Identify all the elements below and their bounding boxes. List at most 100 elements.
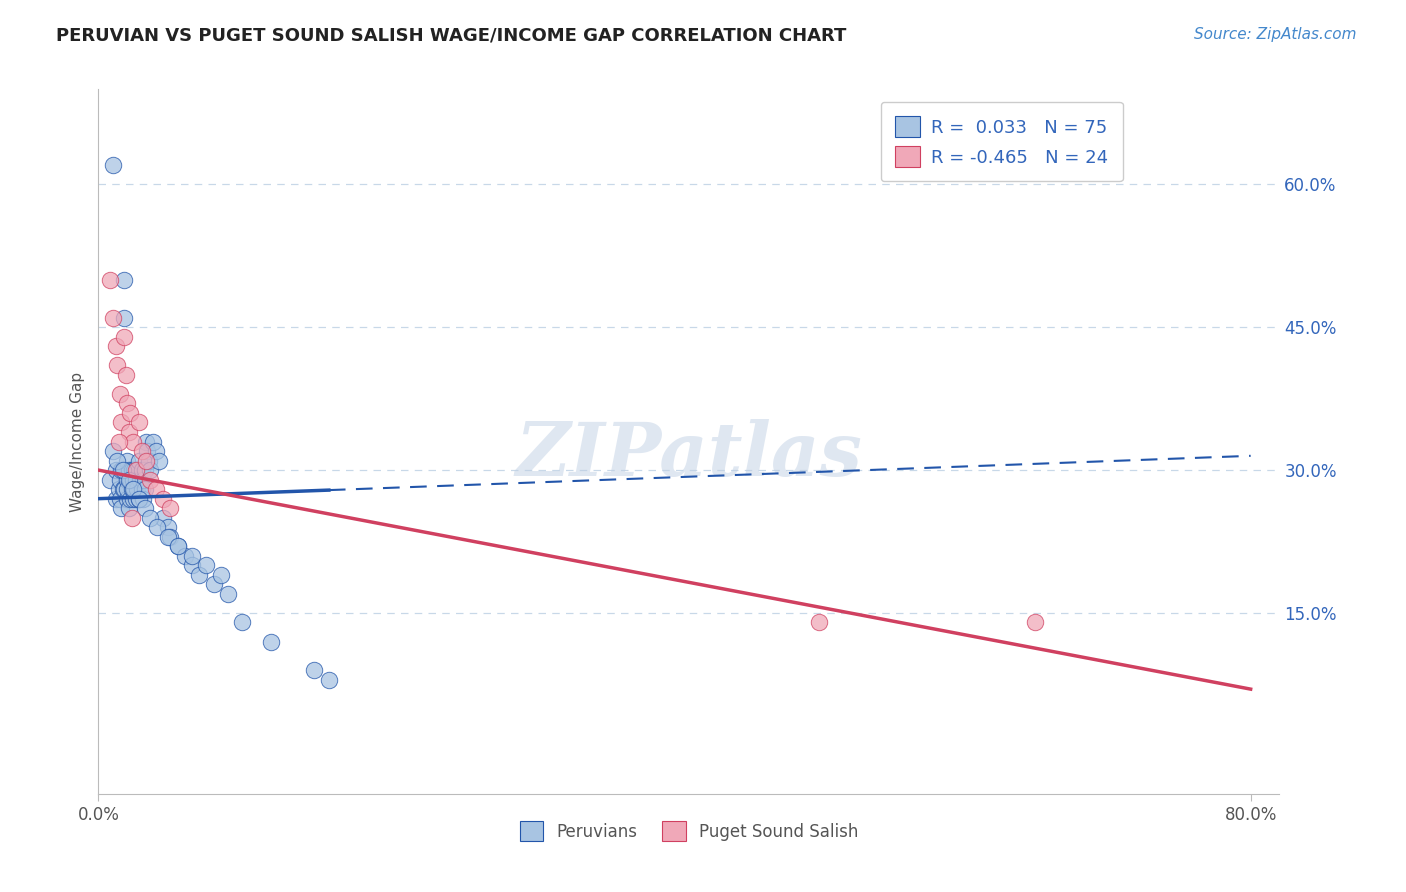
Point (127, 482, 149, 496)
Point (202, 577, 225, 591)
Point (131, 482, 153, 496)
Y-axis label: Wage/Income Gap: Wage/Income Gap (70, 371, 86, 512)
Point (128, 491, 150, 506)
Point (112, 310, 135, 325)
Point (128, 491, 150, 506)
Point (134, 501, 156, 516)
Point (125, 491, 148, 506)
Legend: Peruvians, Puget Sound Salish: Peruvians, Puget Sound Salish (512, 813, 866, 849)
Point (134, 482, 156, 496)
Point (108, 473, 131, 487)
Point (121, 510, 143, 524)
Point (114, 368, 136, 382)
Point (188, 567, 211, 582)
Point (125, 463, 148, 477)
Point (135, 434, 157, 449)
Point (181, 558, 204, 573)
Point (110, 463, 132, 477)
Point (145, 482, 167, 496)
Point (166, 539, 188, 553)
Point (128, 453, 150, 467)
Text: Source: ZipAtlas.com: Source: ZipAtlas.com (1194, 27, 1357, 42)
Point (142, 434, 165, 449)
Point (120, 491, 142, 506)
Point (139, 473, 162, 487)
Point (115, 491, 138, 506)
Point (139, 463, 162, 477)
Point (131, 444, 153, 458)
Point (115, 473, 138, 487)
Point (110, 501, 132, 516)
Point (115, 482, 138, 496)
Point (108, 491, 131, 506)
Point (118, 473, 141, 487)
Point (104, 339, 127, 353)
Point (104, 463, 127, 477)
Point (125, 473, 148, 487)
Point (110, 416, 132, 430)
Point (122, 473, 145, 487)
Point (146, 520, 169, 534)
Point (122, 482, 145, 496)
Point (159, 530, 181, 544)
Point (209, 567, 232, 582)
Point (195, 558, 218, 573)
Point (112, 463, 135, 477)
Point (118, 463, 141, 477)
Point (98, 273, 121, 287)
Point (122, 491, 145, 506)
Point (120, 473, 142, 487)
Point (121, 482, 143, 496)
Point (104, 491, 127, 506)
Point (118, 425, 141, 439)
Point (132, 491, 155, 506)
Point (107, 482, 129, 496)
Point (98, 473, 121, 487)
Point (138, 453, 160, 467)
Point (152, 510, 174, 524)
Text: PERUVIAN VS PUGET SOUND SALISH WAGE/INCOME GAP CORRELATION CHART: PERUVIAN VS PUGET SOUND SALISH WAGE/INCO… (56, 27, 846, 45)
Point (156, 530, 179, 544)
Point (105, 453, 128, 467)
Point (112, 482, 135, 496)
Point (127, 463, 149, 477)
Point (129, 473, 152, 487)
Point (807, 615, 830, 630)
Point (118, 501, 141, 516)
Point (101, 310, 124, 325)
Point (135, 453, 157, 467)
Point (115, 453, 138, 467)
Point (107, 434, 129, 449)
Point (128, 416, 150, 430)
Point (121, 463, 143, 477)
Point (108, 387, 131, 401)
Point (231, 615, 253, 630)
Point (124, 482, 146, 496)
Point (122, 434, 145, 449)
Point (112, 273, 135, 287)
Point (173, 549, 195, 563)
Text: ZIPatlas: ZIPatlas (516, 419, 862, 491)
Point (101, 158, 124, 172)
Point (111, 463, 134, 477)
Point (152, 491, 174, 506)
Point (166, 539, 188, 553)
Point (156, 520, 179, 534)
Point (181, 549, 204, 563)
Point (1024, 615, 1046, 630)
Point (318, 673, 340, 687)
Point (145, 444, 167, 458)
Point (159, 501, 181, 516)
Point (134, 463, 156, 477)
Point (217, 587, 239, 601)
Point (304, 663, 326, 677)
Point (136, 444, 159, 458)
Point (148, 453, 170, 467)
Point (101, 444, 124, 458)
Point (124, 463, 146, 477)
Point (139, 510, 162, 524)
Point (260, 634, 283, 648)
Point (132, 473, 155, 487)
Point (105, 359, 128, 373)
Point (112, 330, 135, 344)
